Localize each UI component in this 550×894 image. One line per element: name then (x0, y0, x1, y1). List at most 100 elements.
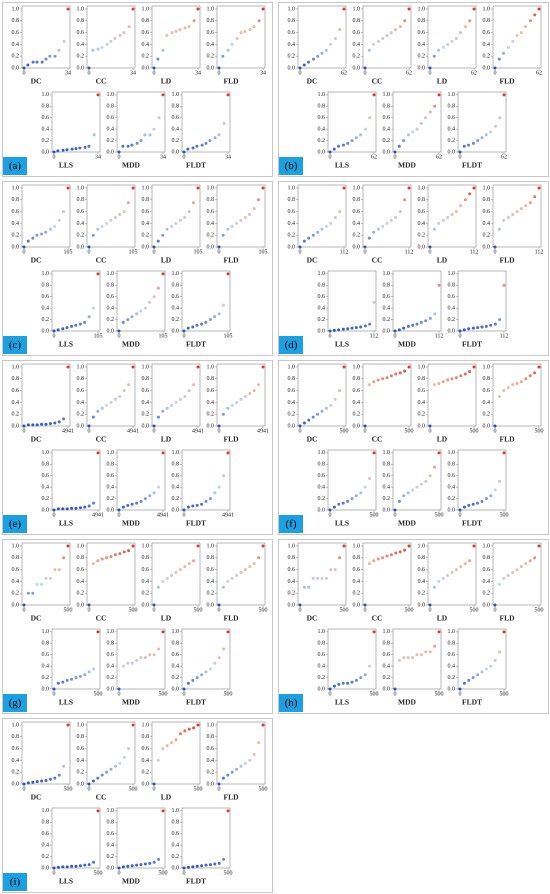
y-tick-label: 0.4 (353, 579, 361, 585)
data-point (302, 63, 306, 67)
x-tick-label: 0 (153, 607, 156, 613)
y-tick-label: 0.8 (318, 104, 326, 110)
data-point (178, 28, 182, 32)
data-point (519, 380, 523, 384)
data-point (432, 54, 436, 58)
y-tick-label: 0.0 (77, 781, 85, 787)
data-point (156, 585, 160, 589)
data-point (87, 245, 91, 249)
y-tick-label: 0.6 (448, 115, 456, 121)
data-point (432, 227, 436, 231)
y-tick-label: 0.2 (142, 591, 150, 597)
y-tick-label: 0.6 (107, 831, 115, 837)
data-point (122, 31, 126, 35)
data-point (100, 45, 104, 49)
data-point (35, 780, 39, 784)
data-point (117, 508, 121, 512)
chart-name: CC (372, 435, 383, 444)
y-tick-label: 0.8 (172, 104, 180, 110)
data-point (350, 139, 354, 143)
data-point (117, 687, 121, 691)
y-tick-label: 0.2 (448, 317, 456, 323)
data-point (261, 723, 265, 727)
chart-name: DC (307, 614, 318, 623)
y-tick-label: 0.8 (12, 197, 20, 203)
x-tick-label: 34 (195, 70, 201, 76)
x-tick-label: 105 (129, 249, 138, 255)
data-point (407, 7, 411, 11)
data-point (298, 66, 302, 70)
plot-frame (86, 184, 136, 248)
data-point (243, 215, 247, 219)
y-tick-label: 0.6 (77, 30, 85, 36)
data-point (131, 7, 135, 11)
y-tick-label: 0.8 (318, 462, 326, 468)
data-point (44, 230, 48, 234)
x-tick-label: 4941 (192, 428, 204, 434)
y-tick-label: 0.8 (418, 18, 426, 24)
panel: (f) 0.0 0.2 0.4 0.6 0.8 1.0 0 500 DC 0.0 0.2 0.4 0.6 0… (278, 360, 549, 535)
plot-frame (21, 184, 71, 248)
data-point (187, 727, 191, 731)
y-tick-label: 0.2 (383, 675, 391, 681)
data-point (83, 320, 87, 324)
data-point (192, 19, 196, 23)
y-tick-label: 0.6 (142, 567, 150, 573)
data-point (415, 653, 419, 657)
panel-label-box (279, 515, 303, 533)
data-point (498, 318, 502, 322)
plot-frame (151, 5, 201, 69)
y-tick-label: 0.2 (77, 412, 85, 418)
x-tick-label: 500 (500, 512, 509, 518)
y-tick-label: 1.0 (483, 364, 491, 370)
data-point (398, 210, 402, 214)
y-tick-label: 0.4 (483, 42, 491, 48)
data-point (57, 48, 61, 52)
data-point (471, 676, 475, 680)
x-tick-label: 4941 (257, 428, 269, 434)
data-point (26, 63, 30, 67)
chart-name: LLS (59, 698, 73, 707)
data-point (493, 124, 497, 128)
x-tick-label: 500 (194, 607, 203, 613)
data-point (332, 147, 336, 151)
panel-label: (b) (285, 160, 298, 172)
data-point (221, 412, 225, 416)
y-tick-label: 0.0 (383, 149, 391, 155)
data-point (311, 576, 315, 580)
data-point (62, 764, 66, 768)
x-tick-label: 0 (329, 512, 332, 518)
data-point (130, 661, 134, 665)
y-tick-label: 0.2 (318, 496, 326, 502)
data-point (74, 147, 78, 151)
data-point (533, 371, 537, 375)
y-tick-label: 0.6 (42, 652, 50, 658)
data-point (235, 573, 239, 577)
data-point (143, 497, 147, 501)
x-tick-label: 0 (459, 154, 462, 160)
y-tick-label: 1.0 (12, 185, 20, 191)
data-point (121, 505, 125, 509)
y-tick-label: 0.0 (207, 602, 215, 608)
data-point (320, 576, 324, 580)
y-tick-label: 0.6 (42, 473, 50, 479)
data-point (170, 403, 174, 407)
plot-frame (392, 270, 442, 332)
y-tick-label: 0.0 (383, 686, 391, 692)
data-point (74, 506, 78, 510)
y-tick-label: 0.8 (107, 820, 115, 826)
y-tick-label: 1.0 (288, 6, 296, 12)
data-point (329, 403, 333, 407)
y-tick-label: 0.0 (318, 507, 326, 513)
panel: (g) 0.0 0.2 0.4 0.6 0.8 1.0 0 500 DC 0.0 0.2 0.4 0.6 0… (2, 539, 273, 714)
plot-frame (457, 91, 507, 153)
y-tick-label: 0.2 (207, 591, 215, 597)
data-point (161, 409, 165, 413)
y-tick-label: 1.0 (418, 543, 426, 549)
data-point (528, 559, 532, 563)
data-point (135, 658, 139, 662)
data-point (511, 383, 515, 387)
y-tick-label: 0.4 (42, 127, 50, 133)
y-tick-label: 0.6 (418, 209, 426, 215)
data-point (428, 603, 432, 607)
